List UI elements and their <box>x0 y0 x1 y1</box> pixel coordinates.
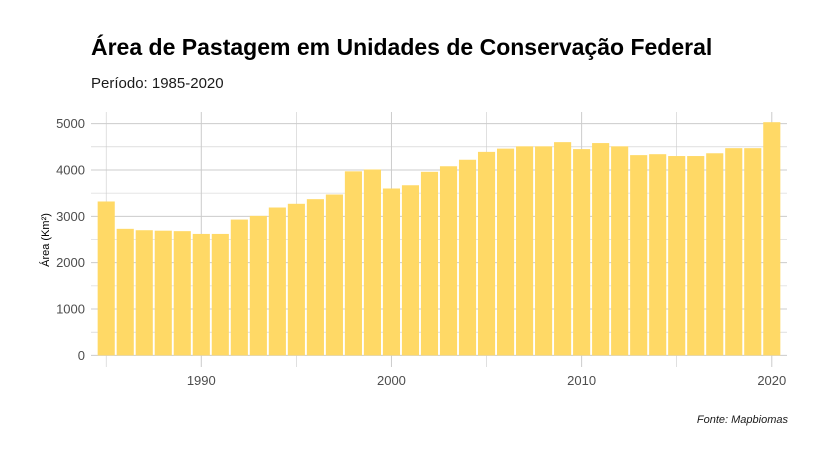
chart-subtitle: Período: 1985-2020 <box>91 75 224 92</box>
bar-1988 <box>154 230 172 356</box>
bar-1987 <box>135 230 153 356</box>
chart-title: Área de Pastagem em Unidades de Conserva… <box>91 34 713 60</box>
bar-2000 <box>382 188 401 356</box>
bar-2019 <box>744 148 762 356</box>
bar-2005 <box>477 151 496 356</box>
bar-1991 <box>211 233 229 356</box>
bar-1986 <box>116 228 134 356</box>
y-tick-label: 3000 <box>56 209 85 224</box>
chart-caption: Fonte: Mapbiomas <box>696 414 788 426</box>
bars <box>97 122 781 356</box>
bar-2014 <box>649 154 667 356</box>
bar-2008 <box>535 146 553 356</box>
bar-2007 <box>516 146 534 356</box>
y-tick-label: 1000 <box>56 302 85 317</box>
bar-2006 <box>497 148 515 356</box>
bar-2018 <box>725 148 743 356</box>
y-axis-ticks: 0 1000 2000 3000 4000 5000 <box>56 116 85 363</box>
bar-1999 <box>363 169 381 356</box>
bar-2011 <box>592 143 610 356</box>
bar-1990 <box>192 233 210 356</box>
bar-1992 <box>230 219 248 356</box>
x-tick-label: 2020 <box>757 373 786 388</box>
bar-1985 <box>97 201 115 356</box>
bar-2001 <box>401 185 420 356</box>
bar-2015 <box>668 156 686 356</box>
x-tick-label: 2010 <box>567 373 596 388</box>
x-tick-label: 1990 <box>187 373 216 388</box>
bar-2012 <box>611 146 629 356</box>
bar-2013 <box>630 155 648 356</box>
y-tick-label: 0 <box>78 348 85 363</box>
bar-2017 <box>706 153 724 356</box>
bar-2020 <box>763 122 781 356</box>
y-tick-label: 2000 <box>56 255 85 270</box>
bar-1995 <box>287 203 305 356</box>
bar-2002 <box>420 171 439 356</box>
y-tick-label: 5000 <box>56 116 85 131</box>
bar-1994 <box>268 207 286 356</box>
bar-2004 <box>458 159 477 356</box>
bar-1993 <box>249 215 267 356</box>
bar-2009 <box>554 142 572 356</box>
bar-2010 <box>573 149 591 356</box>
y-tick-label: 4000 <box>56 162 85 177</box>
x-axis-ticks: 1990 2000 2010 2020 <box>187 373 786 388</box>
bar-1997 <box>325 194 343 356</box>
bar-1996 <box>306 199 324 356</box>
x-tick-label: 2000 <box>377 373 406 388</box>
y-axis-title: Área (Km²) <box>39 213 52 267</box>
bar-2003 <box>439 166 458 356</box>
bar-2016 <box>687 156 705 356</box>
bar-1989 <box>173 231 191 356</box>
bar-1998 <box>344 171 362 356</box>
